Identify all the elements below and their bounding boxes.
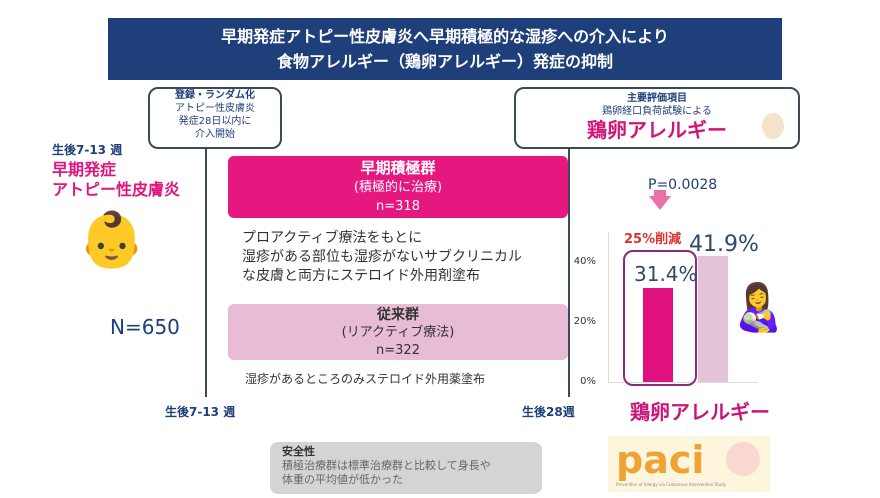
safety-title: 安全性 bbox=[282, 445, 315, 458]
timeline-end-line bbox=[568, 147, 570, 397]
data-label: 31.4% bbox=[634, 262, 698, 286]
conventional-group-box: 従来群 (リアクティブ療法) n=322 bbox=[228, 304, 568, 360]
randomization-text: 介入開始 bbox=[195, 129, 235, 140]
description-line: プロアクティブ療法をもとに bbox=[242, 230, 423, 246]
timeline-start-label: 生後7-13 週 bbox=[165, 405, 236, 419]
y-axis bbox=[608, 232, 609, 382]
mother-feeding-illustration: 👩‍🍼 bbox=[730, 280, 788, 334]
group-title: 従来群 bbox=[377, 307, 419, 323]
randomization-text: アトピー性皮膚炎 bbox=[175, 103, 255, 114]
group-subtitle: (リアクティブ療法) bbox=[341, 325, 455, 340]
conventional-group-description: 湿疹があるところのみステロイド外用薬塗布 bbox=[245, 372, 486, 386]
page-title: 早期発症アトピー性皮膚炎へ早期積極的な湿疹への介入により 食物アレルギー（鶏卵ア… bbox=[108, 18, 782, 80]
description-line: な皮膚と両方にステロイド外用剤塗布 bbox=[242, 268, 480, 284]
arrow-shaft bbox=[654, 190, 666, 198]
baby-face-icon bbox=[726, 442, 760, 476]
onset-age: 生後7-13 週 bbox=[52, 143, 123, 157]
endpoint-title: 主要評価項目 bbox=[627, 93, 687, 104]
safety-note: 安全性 積極治療群は標準治療群と比較して身長や 体重の平均値が低かった bbox=[270, 442, 542, 494]
safety-text: 積極治療群は標準治療群と比較して身長や bbox=[282, 459, 491, 472]
down-arrow-icon bbox=[649, 196, 671, 210]
group-n: n=318 bbox=[376, 199, 420, 214]
highlight-frame bbox=[623, 250, 697, 386]
x-axis-label: 鶏卵アレルギー bbox=[630, 400, 770, 424]
onset-label-line: 早期発症 bbox=[52, 160, 117, 179]
y-tick-label: 20% bbox=[573, 316, 596, 327]
logo-subtitle: Prevention of Allergy via Cutaneous Inte… bbox=[616, 482, 727, 487]
endpoint-highlight: 鶏卵アレルギー bbox=[587, 118, 727, 142]
onset-label-line: アトピー性皮膚炎 bbox=[52, 180, 181, 199]
group-subtitle: (積極的に治療) bbox=[353, 180, 443, 195]
early-aggressive-group-box: 早期積極群 (積極的に治療) n=318 bbox=[228, 156, 568, 218]
endpoint-box: 主要評価項目 鶏卵経口負荷試験による 鶏卵アレルギー bbox=[514, 87, 800, 149]
randomization-title: 登録・ランダム化 bbox=[175, 90, 255, 101]
logo-text: paci bbox=[616, 438, 705, 482]
randomization-text: 発症28日以内に bbox=[178, 116, 252, 127]
y-tick-label: 0% bbox=[580, 376, 596, 387]
endpoint-text: 鶏卵経口負荷試験による bbox=[602, 106, 712, 117]
group-n: n=322 bbox=[376, 343, 420, 358]
data-label: 41.9% bbox=[689, 232, 759, 257]
randomization-box: 登録・ランダム化 アトピー性皮膚炎 発症28日以内に 介入開始 bbox=[148, 87, 282, 149]
baby-illustration: 👶 bbox=[78, 208, 146, 271]
onset-label: 早期発症 アトピー性皮膚炎 bbox=[52, 160, 180, 200]
timeline-start-line bbox=[205, 147, 207, 397]
bar-2 bbox=[698, 256, 728, 382]
title-line: 早期発症アトピー性皮膚炎へ早期積極的な湿疹への介入により bbox=[221, 27, 669, 46]
reduction-annotation: 25%削減 bbox=[624, 232, 682, 247]
description-line: 湿疹がある部位も湿疹がないサブクリニカル bbox=[242, 249, 522, 265]
bar-1 bbox=[643, 287, 673, 382]
x-axis bbox=[608, 382, 758, 383]
title-line: 食物アレルギー（鶏卵アレルギー）発症の抑制 bbox=[276, 52, 613, 71]
early-group-description: プロアクティブ療法をもとに 湿疹がある部位も湿疹がないサブクリニカル な皮膚と両… bbox=[242, 229, 522, 286]
p-value: P=0.0028 bbox=[648, 177, 718, 193]
safety-text: 体重の平均値が低かった bbox=[282, 473, 403, 486]
timeline-end-label: 生後28週 bbox=[522, 405, 575, 419]
egg-icon bbox=[762, 113, 784, 139]
y-tick-label: 40% bbox=[573, 256, 596, 267]
paci-logo: paci Prevention of Allergy via Cutaneous… bbox=[608, 436, 770, 492]
total-n: N=650 bbox=[110, 315, 180, 339]
group-title: 早期積極群 bbox=[360, 159, 436, 177]
